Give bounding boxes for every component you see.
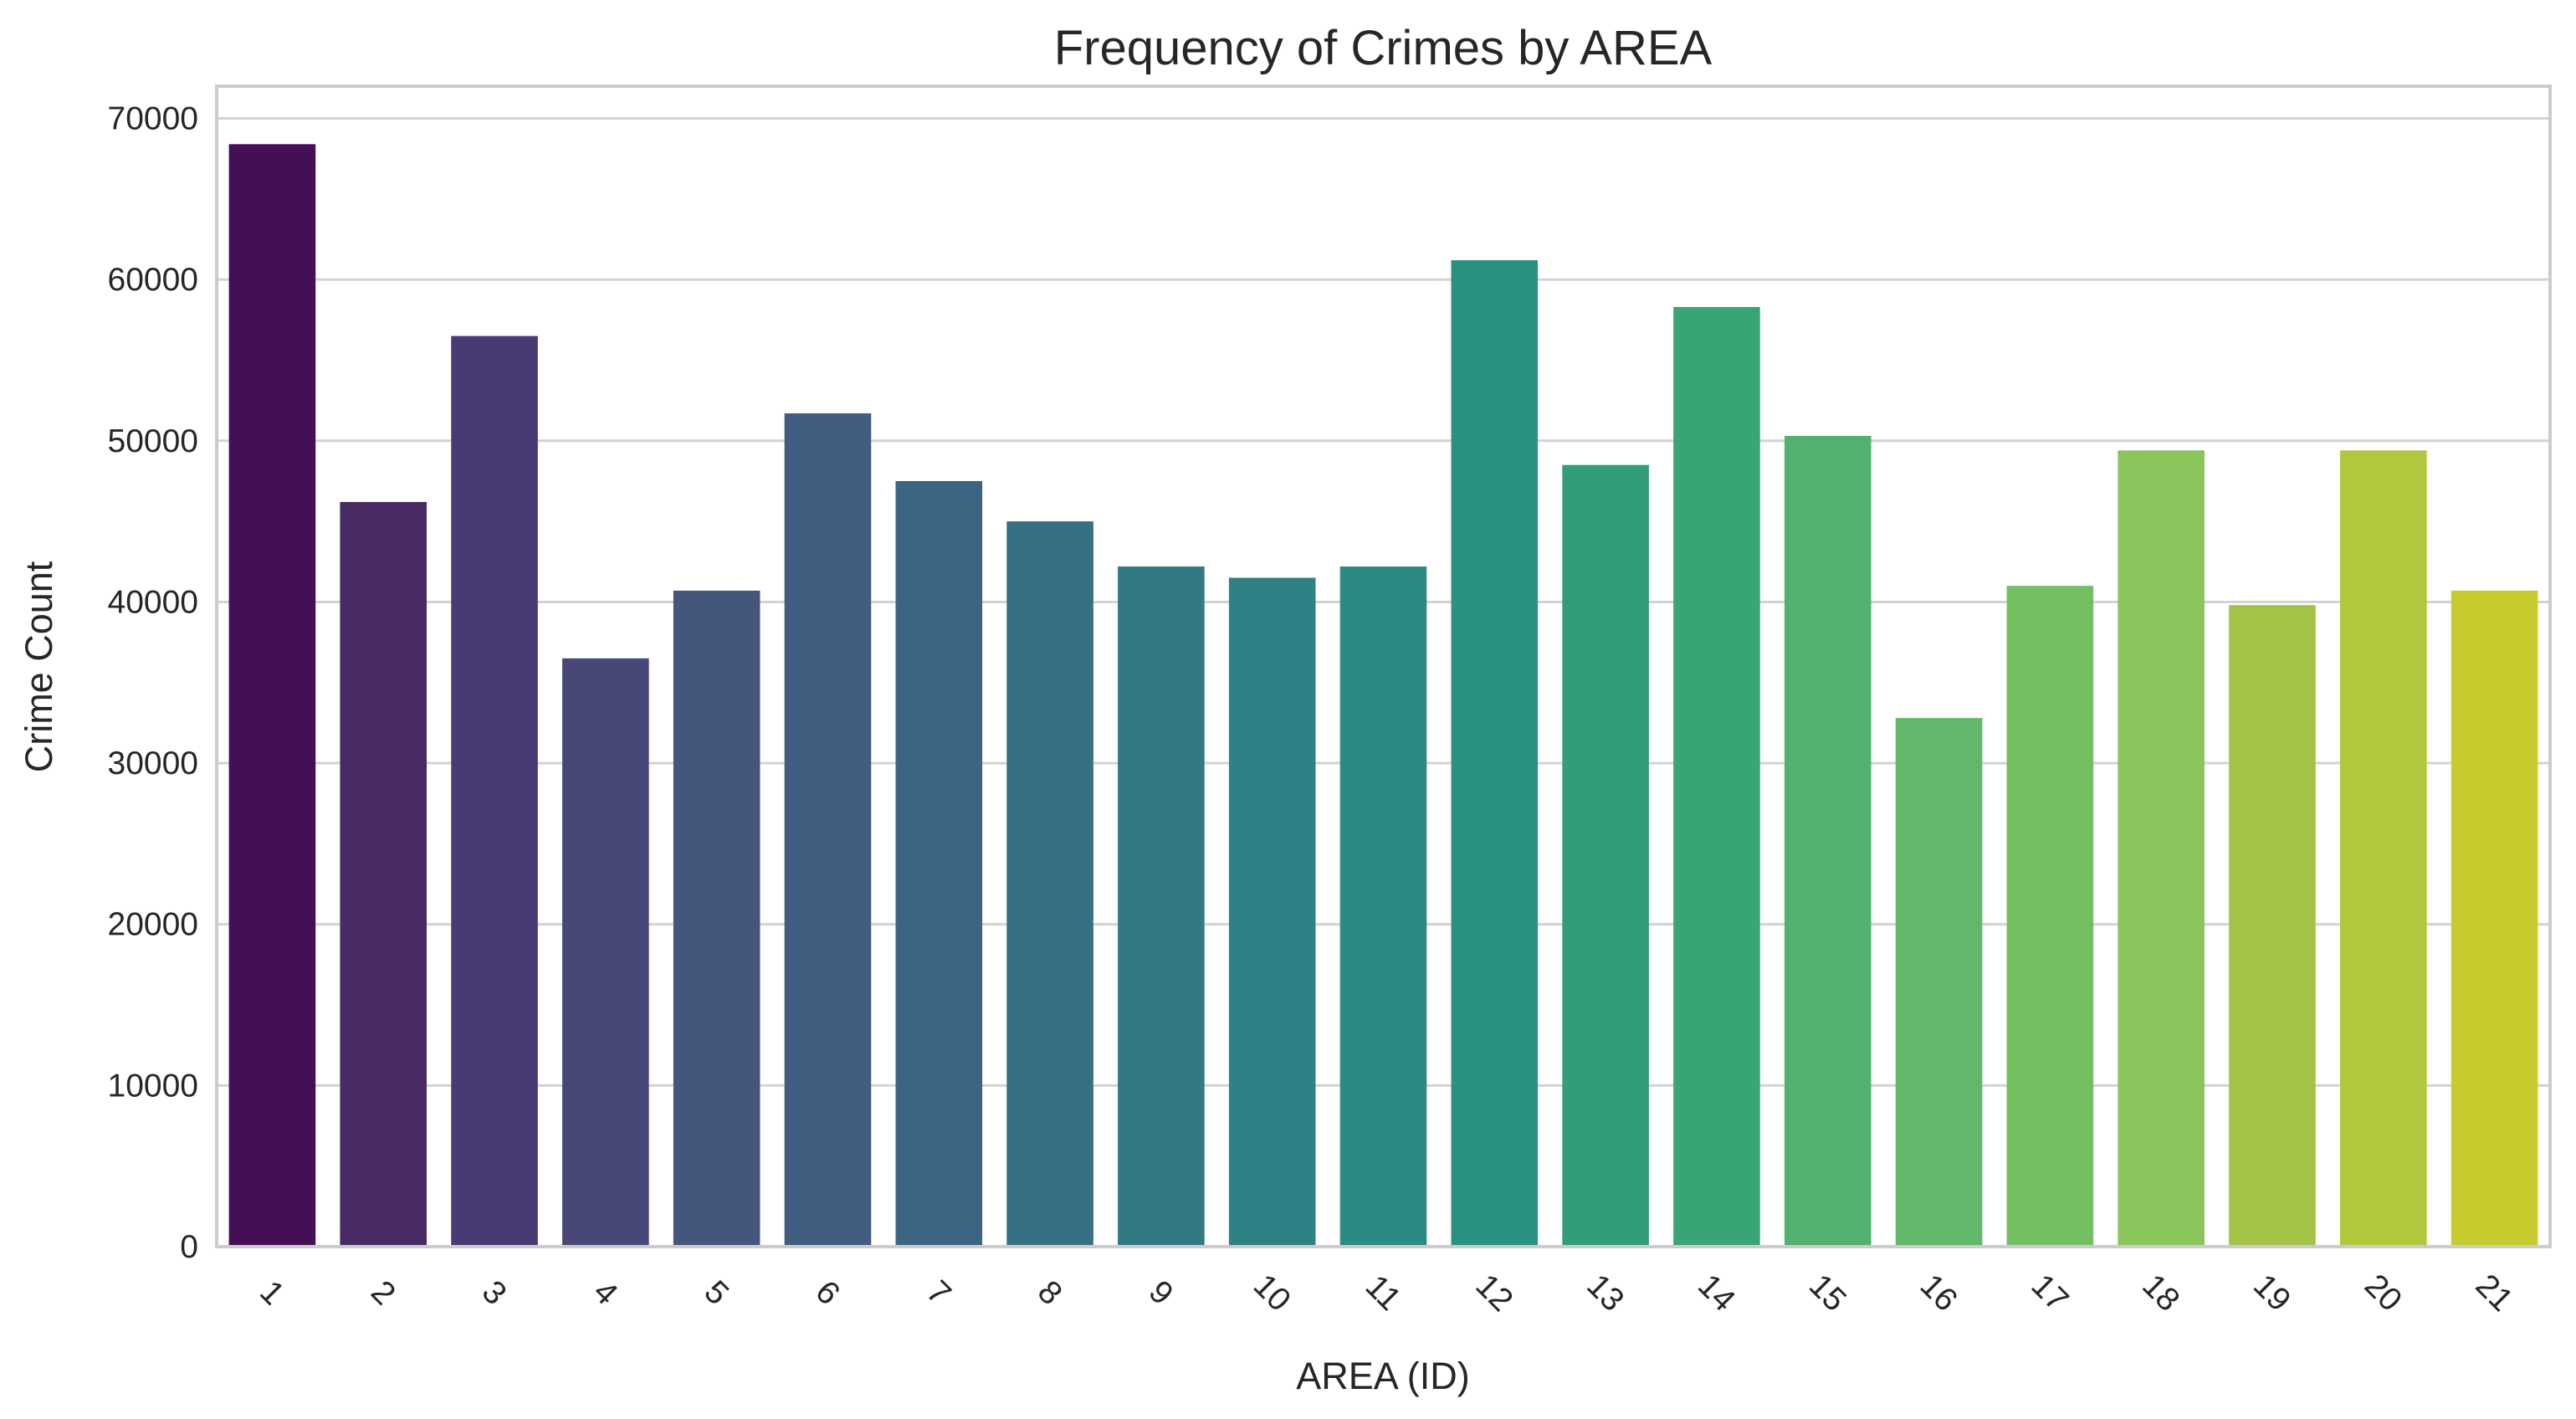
bar-area-2 [340,502,428,1247]
bar-area-6 [784,413,872,1247]
y-tick-label: 10000 [108,1068,198,1104]
bar-area-4 [562,658,649,1247]
y-tick-label: 70000 [108,101,198,137]
y-tick-label: 50000 [108,423,198,459]
y-tick-label: 0 [180,1229,198,1265]
bar-area-21 [2451,590,2538,1247]
bar-area-5 [673,590,761,1247]
bar-area-20 [2339,450,2427,1247]
bar-area-3 [451,336,538,1247]
bar-area-13 [1562,464,1649,1247]
y-tick-labels: 0 10000 20000 30000 40000 50000 60000 70000 [108,101,198,1265]
bar-area-8 [1006,521,1093,1247]
bar-area-15 [1784,436,1872,1247]
bar-area-19 [2229,605,2316,1247]
bar-area-14 [1673,306,1760,1247]
bar-area-9 [1118,566,1205,1247]
bar-area-17 [2006,586,2094,1247]
plot-frame [215,85,2552,1248]
y-tick-label: 40000 [108,584,198,620]
y-tick-label: 20000 [108,907,198,943]
bar-area-12 [1451,260,1539,1247]
x-axis-label: AREA (ID) [1296,1355,1470,1397]
bars [228,144,2538,1247]
bar-area-18 [2118,450,2205,1247]
bar-area-1 [228,144,316,1247]
bar-area-7 [895,480,983,1247]
y-tick-label: 60000 [108,262,198,298]
bar-area-10 [1228,577,1316,1247]
chart-title: Frequency of Crimes by AREA [1054,21,1713,75]
y-tick-label: 30000 [108,745,198,781]
bar-area-11 [1339,566,1427,1247]
y-axis-label: Crime Count [18,561,60,772]
bar-area-16 [1895,718,1983,1247]
